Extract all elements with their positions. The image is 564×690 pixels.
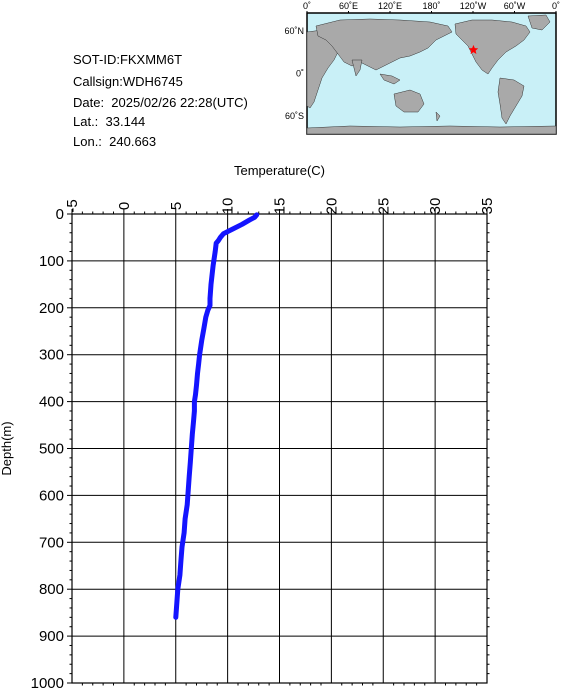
longitude-label: Lon.: 240.663	[73, 134, 157, 149]
y-tick-label: 100	[39, 253, 64, 270]
sot-id-label: SOT-ID:FKXMM6T	[73, 52, 183, 67]
x-tick-label: 0	[116, 202, 133, 210]
data-point	[202, 327, 206, 331]
data-point	[188, 461, 192, 465]
map-lat-label: 60˚N	[284, 26, 304, 36]
y-tick-label: 200	[39, 300, 64, 317]
y-tick-label: 700	[39, 534, 64, 551]
data-point	[174, 615, 178, 619]
x-tick-label: 25	[375, 198, 392, 215]
data-point	[197, 362, 201, 366]
y-tick-label: 0	[56, 206, 64, 223]
data-point	[255, 213, 259, 217]
land-india	[351, 59, 363, 77]
grid	[72, 214, 487, 683]
data-point	[208, 296, 212, 300]
data-point	[240, 222, 244, 226]
data-point	[213, 250, 217, 253]
data-point	[189, 447, 193, 450]
map-lon-label: 0˚	[303, 1, 311, 11]
data-point	[253, 215, 257, 219]
x-tick-label: 35	[479, 198, 496, 215]
data-point	[191, 421, 195, 425]
data-point	[211, 264, 215, 268]
map-lon-label: 120˚W	[460, 1, 487, 11]
map-lat-label: 60˚S	[285, 111, 304, 121]
y-tick-label: 800	[39, 581, 64, 598]
data-point	[216, 239, 220, 243]
data-point	[180, 545, 184, 549]
x-axis-title: Temperature(C)	[234, 163, 325, 178]
map-lon-label: 60˚E	[339, 1, 358, 11]
data-point	[176, 587, 180, 591]
data-point	[198, 353, 202, 357]
data-point	[175, 601, 179, 605]
data-point	[187, 475, 191, 479]
land-new-zealand	[435, 111, 441, 122]
data-point	[185, 503, 189, 507]
data-point	[209, 282, 213, 286]
y-tick-label: 500	[39, 441, 64, 458]
data-point	[195, 383, 198, 387]
data-point	[214, 241, 218, 245]
world-map: 0˚ 60˚E 120˚E 180˚ 120˚W 60˚W 0˚ 60˚N 0˚ 60˚S	[284, 1, 560, 135]
map-land	[306, 14, 557, 135]
x-tick-label: 5	[168, 202, 185, 210]
y-tick-label: 600	[39, 487, 64, 504]
map-lon-label: 60˚W	[504, 1, 526, 11]
x-tick-label: 30	[427, 198, 444, 215]
data-point	[192, 400, 196, 404]
data-point	[194, 393, 197, 397]
y-tick-label: 300	[39, 347, 64, 364]
data-point	[182, 531, 186, 535]
y-tick-label: 400	[39, 394, 64, 411]
map-lat-label: 0˚	[296, 69, 304, 79]
temperature-profile-line	[173, 212, 260, 620]
temperature-profile-chart: -5 0 5 10 15 20 25 30 35010020030040050060070080…	[0, 163, 496, 690]
land-australia	[393, 89, 425, 113]
land-north-america	[454, 19, 531, 75]
data-point	[218, 235, 222, 239]
y-axis-title: Depth(m)	[0, 421, 14, 475]
date-label: Date: 2025/02/26 22:28(UTC)	[73, 95, 248, 110]
axis-ticks	[67, 209, 490, 686]
data-point	[206, 308, 210, 312]
y-tick-label: 1000	[31, 675, 64, 690]
land-south-america	[497, 77, 525, 125]
data-point	[222, 232, 225, 236]
map-lon-label: 180˚	[422, 1, 440, 11]
data-point	[178, 573, 182, 577]
data-point	[204, 315, 208, 319]
y-tick-label: 900	[39, 628, 64, 645]
land-greenland	[527, 14, 551, 31]
data-point	[190, 432, 194, 436]
data-point	[208, 304, 212, 307]
x-tick-label: 10	[220, 198, 237, 215]
data-point	[200, 339, 204, 343]
series-layer	[173, 212, 260, 620]
data-point	[247, 218, 251, 222]
land-eurasia	[315, 18, 453, 71]
map-lon-label: 120˚E	[378, 1, 402, 11]
x-tick-label: 20	[323, 198, 340, 215]
latitude-label: Lat.: 33.144	[73, 114, 146, 129]
data-point	[183, 517, 187, 521]
data-point	[192, 409, 196, 413]
x-tick-label: -5	[64, 199, 81, 212]
data-point	[186, 489, 190, 493]
data-point	[179, 559, 183, 563]
callsign-label: Callsign:WDH6745	[73, 74, 183, 89]
data-point	[196, 372, 199, 375]
map-lon-label: 0˚	[552, 1, 560, 11]
land-se-asia	[379, 73, 401, 85]
data-point	[230, 228, 234, 231]
x-tick-label: 15	[272, 198, 289, 215]
star-icon	[468, 44, 479, 54]
land-antarctica	[306, 125, 557, 135]
tick-labels: -5 0 5 10 15 20 25 30 35010020030040050060070080…	[31, 198, 496, 690]
